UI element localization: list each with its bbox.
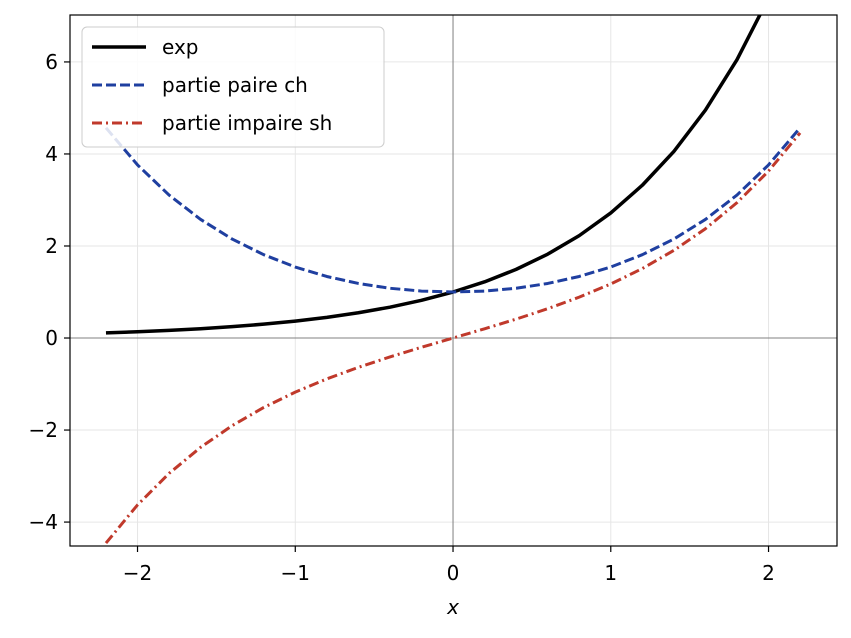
plot-area (104, 15, 802, 545)
series-line (104, 131, 802, 545)
y-tick-label: −2 (29, 418, 58, 442)
legend: exp partie paire ch partie impaire sh (81, 26, 385, 148)
x-tick-label: 0 (447, 561, 460, 585)
series-line (104, 126, 802, 294)
x-tick-label: 2 (762, 561, 775, 585)
legend-box (81, 26, 385, 148)
x-tick-label: −1 (281, 561, 310, 585)
x-axis-label: x (446, 595, 459, 619)
legend-label: partie paire ch (162, 73, 308, 97)
x-tick-label: −2 (123, 561, 152, 585)
zero-lines (70, 15, 837, 546)
legend-label: exp (162, 35, 198, 59)
y-tick-label: 2 (45, 234, 58, 258)
y-tick-label: 4 (45, 142, 58, 166)
y-tick-label: 0 (45, 326, 58, 350)
ticks: −2 −1 0 1 2 −4 −2 0 2 4 6 (29, 50, 775, 585)
x-tick-label: 1 (604, 561, 617, 585)
legend-label: partie impaire sh (162, 111, 332, 135)
y-tick-label: 6 (45, 50, 58, 74)
y-tick-label: −4 (29, 510, 58, 534)
